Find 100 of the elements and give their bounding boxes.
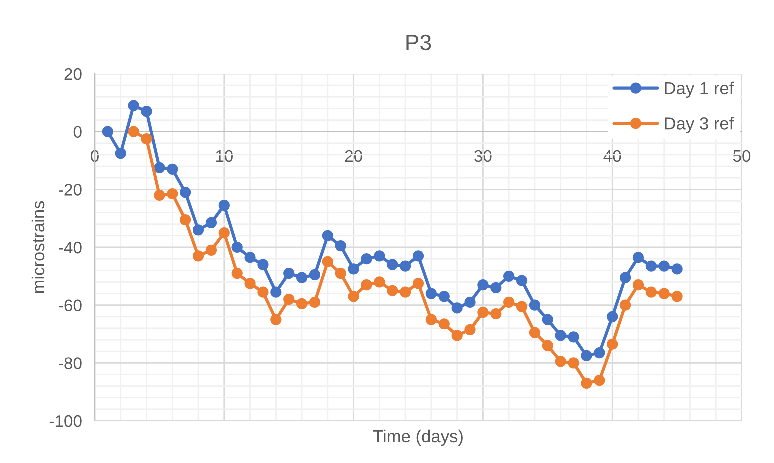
point (296, 298, 308, 310)
point (646, 260, 657, 272)
legend-label: Day 1 ref (665, 82, 734, 98)
legend-label: Day 3 ref (665, 117, 734, 134)
point (192, 250, 204, 262)
y-tick-label: -40 (59, 242, 82, 254)
point (478, 280, 489, 291)
point (361, 254, 372, 265)
point (464, 296, 476, 308)
point (128, 126, 140, 138)
point (218, 200, 230, 212)
point (374, 250, 386, 262)
point (607, 338, 618, 350)
y-tick-label: -80 (59, 358, 82, 370)
point (555, 356, 566, 368)
point (516, 275, 528, 286)
point (672, 291, 683, 302)
point (490, 282, 502, 294)
point (167, 188, 178, 200)
y-tick-label: 0 (74, 126, 82, 138)
point (102, 126, 114, 138)
point (438, 291, 450, 302)
point (504, 296, 515, 308)
point (504, 270, 515, 282)
point (426, 314, 437, 326)
point (607, 311, 618, 322)
point (322, 256, 334, 268)
point (412, 250, 424, 262)
point (387, 259, 398, 270)
point (192, 224, 204, 236)
point (632, 280, 644, 291)
point (581, 350, 592, 362)
point (452, 302, 463, 314)
point (284, 294, 295, 306)
y-tick-label: 20 (64, 68, 82, 80)
point (244, 252, 256, 264)
point (658, 288, 670, 300)
y-tick-label: -20 (59, 184, 82, 196)
point (128, 100, 140, 112)
point (206, 244, 218, 256)
point (542, 340, 554, 352)
point (270, 314, 282, 326)
point (438, 318, 450, 330)
point (632, 252, 644, 264)
point (309, 296, 321, 308)
point (529, 300, 541, 311)
point (555, 330, 566, 342)
point (180, 214, 192, 226)
point (594, 374, 606, 386)
point (348, 264, 360, 275)
point (542, 314, 554, 326)
point (374, 276, 386, 288)
y-axis-title: microstrains (32, 201, 45, 294)
point (658, 260, 670, 272)
point (154, 190, 166, 202)
point (594, 347, 606, 359)
point (296, 272, 308, 284)
y-tick-label: -100 (50, 415, 82, 428)
point (206, 217, 218, 228)
point (672, 264, 683, 275)
point (218, 227, 230, 239)
point (620, 272, 632, 284)
y-tick-label: -60 (59, 300, 82, 312)
point (516, 301, 528, 312)
point (568, 358, 580, 369)
point (529, 327, 541, 338)
point (154, 162, 166, 174)
point (232, 268, 243, 280)
point (361, 280, 372, 291)
point (581, 378, 592, 389)
point (309, 269, 321, 281)
point (270, 286, 282, 298)
point (490, 308, 502, 320)
point (412, 278, 424, 290)
point (232, 242, 243, 254)
point (322, 230, 334, 242)
point (568, 332, 580, 343)
x-axis-title: Time (days) (373, 430, 463, 446)
point (426, 288, 437, 300)
point (646, 286, 657, 298)
point (141, 106, 152, 118)
point (335, 240, 346, 252)
point (167, 164, 178, 175)
point (452, 330, 463, 342)
point (620, 300, 632, 311)
point (464, 324, 476, 336)
point (258, 259, 269, 270)
point (478, 307, 489, 318)
point (180, 187, 192, 198)
point (387, 285, 398, 296)
point (348, 291, 360, 302)
point (400, 286, 412, 298)
point (244, 278, 256, 290)
point (258, 286, 269, 298)
point (115, 148, 126, 160)
point (141, 134, 152, 145)
point (284, 268, 295, 280)
point (335, 268, 346, 280)
chart-title: P3 (406, 34, 432, 51)
point (400, 260, 412, 272)
